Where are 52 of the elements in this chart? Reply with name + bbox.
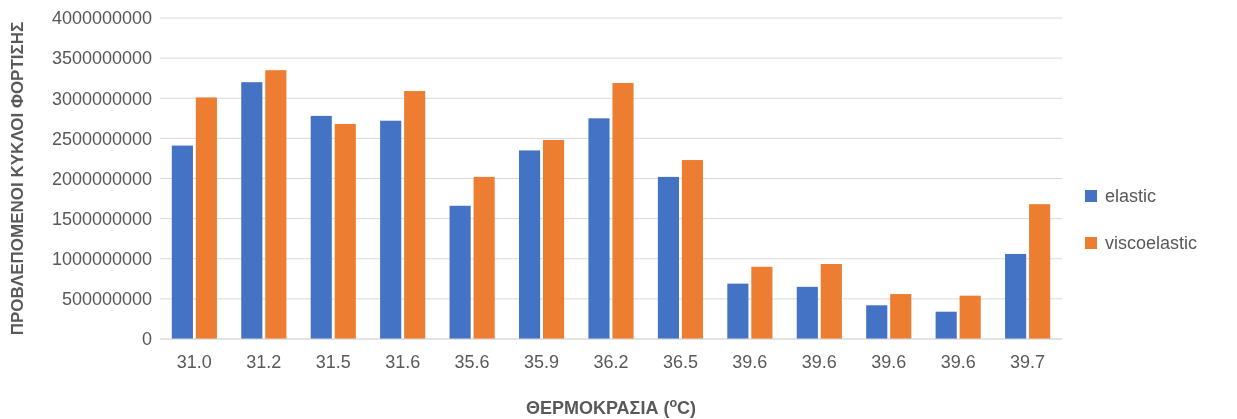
bar xyxy=(612,83,634,339)
x-tick-label: 36.2 xyxy=(593,352,629,372)
bar xyxy=(519,150,541,339)
bar xyxy=(657,176,679,339)
bar xyxy=(380,120,402,339)
bar xyxy=(866,305,888,339)
bar xyxy=(890,294,912,339)
bar xyxy=(935,311,957,339)
x-tick-label: 39.7 xyxy=(1010,352,1046,372)
bar xyxy=(473,176,495,339)
y-tick-label: 3000000000 xyxy=(51,88,152,109)
bar xyxy=(543,139,565,339)
bar xyxy=(310,115,332,339)
y-tick-label: 2000000000 xyxy=(51,168,152,189)
bar xyxy=(959,295,981,339)
x-tick-label: 39.6 xyxy=(940,352,976,372)
x-tick-label: 31.2 xyxy=(246,352,282,372)
y-tick-label: 1500000000 xyxy=(51,208,152,229)
y-tick-label: 4000000000 xyxy=(51,8,152,29)
bar xyxy=(171,145,193,339)
bar xyxy=(241,82,263,339)
bar xyxy=(449,205,471,339)
y-tick-label: 0 xyxy=(141,329,152,350)
bar xyxy=(727,283,749,339)
x-tick-label: 39.6 xyxy=(801,352,837,372)
bar xyxy=(796,286,818,339)
x-tick-label: 39.6 xyxy=(732,352,768,372)
bar xyxy=(681,160,703,339)
x-tick-label: 36.5 xyxy=(662,352,698,372)
bar xyxy=(1029,204,1051,339)
legend-label: viscoelastic xyxy=(1105,233,1198,254)
bar xyxy=(751,266,773,339)
bar xyxy=(265,70,287,339)
bar xyxy=(195,97,217,339)
y-tick-label: 1000000000 xyxy=(51,249,152,270)
bar xyxy=(820,263,842,339)
x-tick-label: 35.9 xyxy=(524,352,560,372)
x-tick-label: 31.0 xyxy=(176,352,212,372)
x-tick-label: 39.6 xyxy=(871,352,907,372)
bar xyxy=(334,123,356,339)
x-axis-title: ΘΕΡΜΟΚΡΑΣΙΑ ($^{o}$C) xyxy=(525,396,697,418)
y-tick-label: 500000000 xyxy=(61,289,152,310)
bar xyxy=(404,91,426,339)
x-tick-label: 31.5 xyxy=(315,352,351,372)
y-tick-label: 2500000000 xyxy=(51,128,152,149)
x-tick-label: 31.6 xyxy=(385,352,421,372)
legend-label: elastic xyxy=(1105,186,1157,207)
x-tick-label: 35.6 xyxy=(454,352,490,372)
y-tick-label: 3500000000 xyxy=(51,48,152,69)
y-axis-title: ΠΡΟΒΛΕΠΟΜΕΝΟΙ ΚΥΚΛΟΙ ΦΟΡΤΙΣΗΣ xyxy=(7,21,27,336)
bar xyxy=(588,118,610,339)
bar xyxy=(1005,253,1027,339)
